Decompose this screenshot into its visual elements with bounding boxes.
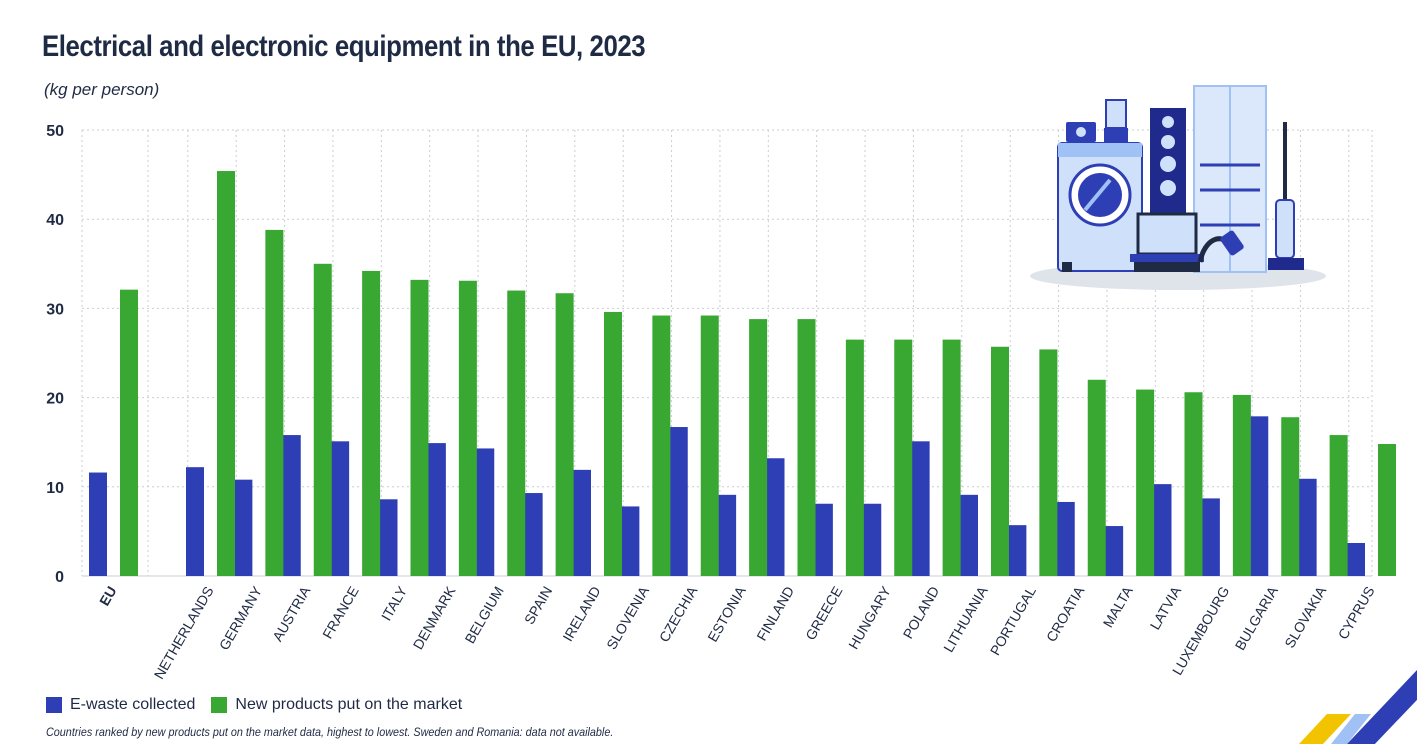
x-tick-label: ITALY <box>378 583 411 623</box>
y-axis-ticks: 0 10 20 30 40 50 <box>46 123 64 586</box>
chart-title: Electrical and electronic equipment in t… <box>42 30 646 63</box>
y-tick-label: 10 <box>46 480 64 497</box>
x-tick-label: NETHERLANDS <box>151 584 217 682</box>
y-tick-label: 20 <box>46 391 64 408</box>
bar-ewaste <box>234 479 253 576</box>
bar-ewaste <box>1105 526 1124 576</box>
legend-item-new-products: New products put on the market <box>211 696 462 714</box>
bar-ewaste <box>1201 498 1220 576</box>
x-tick-label: SLOVENIA <box>603 583 652 652</box>
bar-ewaste <box>621 506 640 576</box>
x-tick-label: FRANCE <box>319 584 362 642</box>
x-tick-label: LITHUANIA <box>940 583 991 655</box>
bar-ewaste <box>1250 416 1269 576</box>
bar-ewaste <box>524 493 543 576</box>
x-tick-label: SLOVAKIA <box>1281 583 1329 651</box>
bar-new-products <box>120 289 138 576</box>
bar-new-products <box>410 279 429 576</box>
x-tick-label: CZECHIA <box>656 583 701 645</box>
x-tick-label: FINLAND <box>753 584 797 644</box>
x-tick-label: CROATIA <box>1043 583 1088 645</box>
x-tick-label: ESTONIA <box>704 583 749 645</box>
bar-ewaste <box>1056 501 1075 576</box>
bar-ewaste <box>476 448 495 576</box>
bar-new-products <box>507 290 526 576</box>
x-tick-label: GERMANY <box>216 583 266 653</box>
electrical-appliances-illustration <box>1030 85 1326 290</box>
bar-ewaste <box>766 458 785 576</box>
bar-ewaste <box>573 469 591 576</box>
bar-new-products <box>749 319 768 576</box>
x-tick-label: IRELAND <box>559 584 603 645</box>
bar-new-products <box>604 311 622 576</box>
bar-new-products <box>1378 443 1396 576</box>
bars <box>89 171 1396 577</box>
bar-new-products <box>1136 389 1155 576</box>
x-tick-label: BELGIUM <box>461 584 506 647</box>
x-tick-label: POLAND <box>900 584 943 642</box>
x-tick-label: GREECE <box>802 584 845 643</box>
bar-new-products <box>1087 379 1106 576</box>
legend-swatch-new-products <box>211 697 228 713</box>
x-tick-label: SPAIN <box>521 584 555 627</box>
legend: E-waste collected New products put on th… <box>46 696 468 714</box>
bar-new-products <box>991 346 1009 576</box>
bar-ewaste <box>1298 478 1317 576</box>
y-tick-label: 50 <box>46 123 64 140</box>
x-tick-label: PORTUGAL <box>987 583 1039 658</box>
chart-subtitle: (kg per person) <box>44 80 160 99</box>
legend-swatch-ewaste <box>46 697 62 713</box>
bar-new-products <box>217 171 235 577</box>
x-tick-label: MALTA <box>1100 583 1136 630</box>
bar-ewaste <box>960 494 978 576</box>
bar-new-products <box>1184 392 1203 576</box>
bar-ewaste <box>379 499 398 576</box>
bar-new-products <box>894 339 913 576</box>
bar-new-products <box>1329 435 1348 576</box>
x-tick-label: BULGARIA <box>1232 583 1282 653</box>
footnote: Countries ranked by new products put on … <box>46 725 614 739</box>
bar-new-products <box>458 280 477 576</box>
legend-label-ewaste: E-waste collected <box>70 696 196 713</box>
bar-ewaste <box>1347 542 1365 576</box>
corner-logo <box>1299 670 1417 744</box>
bar-ewaste <box>1153 484 1172 576</box>
bar-ewaste <box>718 494 737 576</box>
bar-ewaste <box>282 435 301 576</box>
bar-ewaste <box>186 467 204 576</box>
bar-new-products <box>700 315 719 576</box>
bar-new-products <box>1281 417 1300 576</box>
bar-ewaste <box>1008 525 1027 576</box>
bar-new-products <box>362 270 381 576</box>
x-tick-label: LATVIA <box>1147 583 1185 632</box>
x-tick-label: DENMARK <box>410 583 459 652</box>
bar-ewaste <box>863 503 882 576</box>
x-axis-labels: EU NETHERLANDS GERMANY AUSTRIA FRANCE ITALY DE… <box>96 583 1378 682</box>
bar-new-products <box>1039 349 1058 576</box>
bar-ewaste <box>814 503 833 576</box>
bar-new-products <box>555 293 574 576</box>
bar-new-products <box>313 263 332 576</box>
bar-ewaste <box>669 427 688 576</box>
x-tick-label: CYPRUS <box>1335 584 1378 643</box>
y-tick-label: 30 <box>46 301 64 318</box>
y-tick-label: 40 <box>46 212 64 229</box>
y-tick-label: 0 <box>55 569 64 586</box>
bar-ewaste <box>331 441 350 576</box>
x-tick-label: HUNGARY <box>845 583 894 652</box>
x-tick-label: EU <box>96 584 120 609</box>
bar-new-products <box>845 339 864 576</box>
bar-new-products <box>1232 394 1251 576</box>
bar-new-products <box>942 339 961 576</box>
bar-new-products <box>797 319 816 576</box>
x-tick-label: AUSTRIA <box>269 583 314 644</box>
legend-item-ewaste: E-waste collected <box>46 696 195 714</box>
bar-new-products <box>265 229 284 577</box>
bar-new-products <box>652 315 671 576</box>
legend-label-new-products: New products put on the market <box>235 696 463 713</box>
bar-ewaste <box>427 443 446 576</box>
bar-ewaste <box>911 441 930 576</box>
bar-ewaste <box>89 472 107 576</box>
